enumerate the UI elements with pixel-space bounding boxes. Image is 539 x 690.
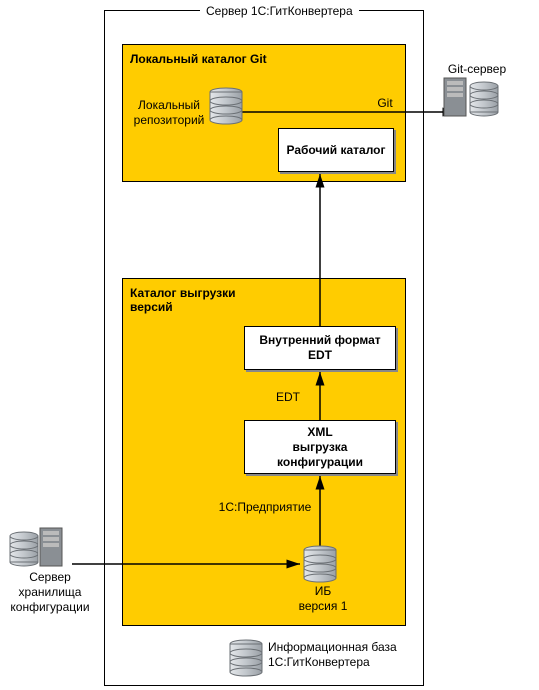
label-info-base: Информационная база 1С:ГитКонвертера xyxy=(268,640,408,670)
panel-export-catalog-title: Каталог выгрузки версий xyxy=(130,286,280,314)
label-ib-version: ИБ версия 1 xyxy=(288,584,358,614)
label-git-server: Git-сервер xyxy=(442,62,512,77)
label-local-repo: Локальный репозиторий xyxy=(126,98,212,128)
panel-local-git-title: Локальный каталог Git xyxy=(130,52,310,66)
outer-server-title: Сервер 1С:ГитКонвертера xyxy=(200,4,359,18)
server-cluster-icon xyxy=(10,528,62,566)
label-config-server: Сервер хранилища конфигурации xyxy=(0,570,100,615)
edge-label-edt: EDT xyxy=(268,390,308,405)
edge-label-onec: 1С:Предприятие xyxy=(210,500,320,515)
node-working-dir: Рабочий каталог xyxy=(278,128,394,172)
node-working-dir-label: Рабочий каталог xyxy=(286,143,385,158)
edge-label-git: Git xyxy=(370,96,400,111)
node-xml-export-label: XML выгрузка конфигурации xyxy=(249,425,391,470)
node-xml-export: XML выгрузка конфигурации xyxy=(244,420,396,474)
server-cluster-icon xyxy=(444,78,498,116)
diagram-stage: Сервер 1С:ГитКонвертера Локальный катало… xyxy=(0,0,539,690)
node-edt-format-label: Внутренний формат ЕDT xyxy=(249,333,391,363)
node-edt-format: Внутренний формат ЕDT xyxy=(244,326,396,370)
